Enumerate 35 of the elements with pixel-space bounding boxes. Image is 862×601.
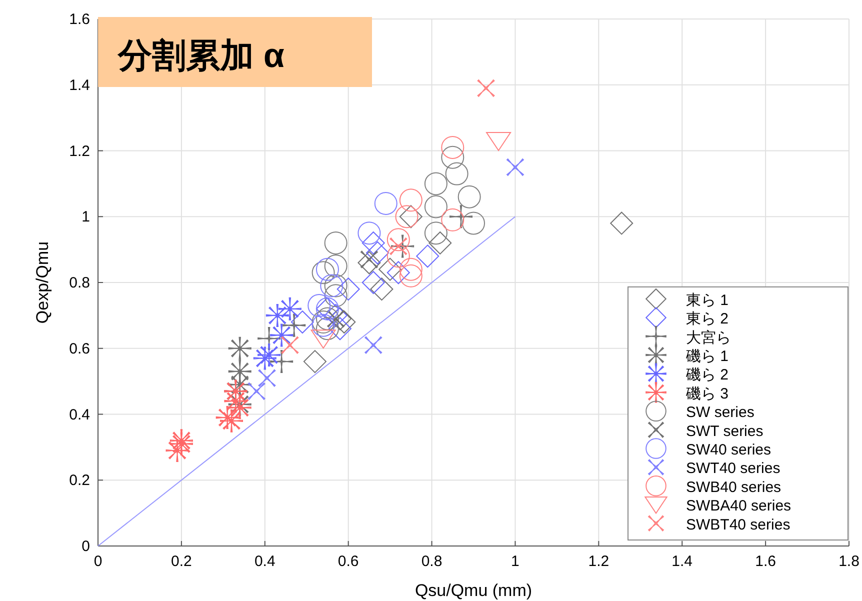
- legend-label: 東ら 1: [686, 292, 729, 309]
- y-tick-label: 0.2: [69, 472, 90, 490]
- x-tick-label: 1.4: [672, 553, 693, 570]
- legend-label: SWBA40 series: [686, 498, 792, 515]
- x-tick-label: 0.8: [421, 553, 442, 570]
- x-tick-label: 1.8: [838, 553, 860, 570]
- legend-label: 東ら 2: [686, 310, 729, 328]
- y-tick-label: 1: [82, 208, 90, 226]
- x-tick-label: 0.2: [171, 553, 192, 570]
- legend-label: 磯ら 3: [685, 385, 729, 402]
- legend-label: SW40 series: [686, 442, 772, 458]
- y-tick-label: 0.8: [69, 274, 90, 292]
- legend-label: SWT series: [686, 422, 764, 440]
- legend-label: SWBT40 series: [686, 516, 790, 534]
- y-tick-label: 0: [82, 538, 90, 555]
- y-tick-label: 0.4: [69, 406, 90, 424]
- legend-label: SWT40 series: [686, 460, 780, 478]
- x-tick-label: 0: [94, 553, 102, 570]
- y-tick-label: 0.6: [69, 340, 90, 358]
- x-tick-label: 0.6: [338, 553, 359, 570]
- legend-label: 大宮ら: [686, 329, 731, 346]
- legend-label: SWB40 series: [686, 478, 782, 496]
- x-tick-label: 1.6: [755, 553, 776, 570]
- y-tick-label: 1.4: [69, 76, 90, 94]
- x-tick-label: 1: [511, 553, 520, 570]
- legend-label: 磯ら 1: [685, 348, 729, 365]
- x-tick-label: 0.4: [254, 553, 276, 570]
- y-tick-label: 1.6: [69, 11, 90, 28]
- legend-label: SW series: [686, 404, 754, 422]
- y-tick-label: 1.2: [69, 142, 90, 160]
- y-axis-title: Qexp/Qmu: [33, 241, 52, 324]
- title: 分割累加 α: [98, 17, 372, 87]
- x-tick-label: 1.2: [588, 553, 610, 570]
- x-axis-title: Qsu/Qmu (mm): [414, 581, 532, 600]
- legend-label: 磯ら 2: [685, 366, 729, 384]
